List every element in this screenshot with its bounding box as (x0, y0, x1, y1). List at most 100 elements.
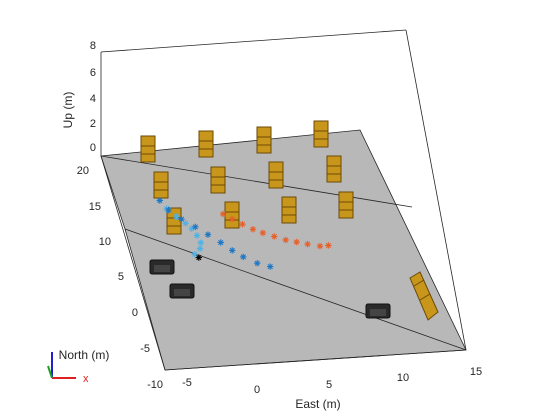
shelf-body (256, 126, 272, 154)
asterisk-stroke (254, 260, 260, 266)
trajectory-point (229, 247, 236, 254)
asterisk-stroke (178, 216, 185, 222)
shelf-unit (256, 126, 272, 154)
y-tick-label: 10 (99, 236, 111, 248)
shelf-unit (224, 201, 240, 229)
x-tick-label: -5 (182, 377, 192, 389)
shelf-unit-long (409, 271, 439, 321)
asterisk-stroke (229, 247, 235, 254)
y-tick-label: 5 (118, 271, 124, 283)
asterisk-stroke (325, 242, 332, 249)
trajectory-point (219, 210, 227, 218)
z-tick-label: 2 (90, 118, 96, 130)
pallet-group (149, 259, 391, 319)
y-tick-label: 0 (132, 307, 138, 319)
trajectory-point (228, 215, 236, 223)
y-axis-label: North (m) (59, 348, 110, 362)
y-axis-ticks: 20 15 10 5 0 -5 -10 (77, 165, 163, 391)
shelf-body (281, 196, 297, 224)
asterisk-stroke (157, 197, 163, 204)
trajectory-point (259, 229, 267, 237)
asterisk-stroke (317, 243, 323, 249)
trajectory-point (182, 220, 189, 227)
trajectory-point (156, 197, 164, 204)
trajectory-point (193, 232, 201, 239)
asterisk-stroke (196, 254, 202, 261)
trajectory-point (178, 215, 185, 223)
trajectory-point (204, 231, 212, 238)
shelf-tier (413, 279, 425, 287)
asterisk-stroke (239, 221, 246, 227)
ground-divider (124, 228, 467, 351)
pallet-top (154, 265, 170, 272)
z-tick-label: 0 (90, 142, 96, 154)
triad-y-axis (47, 365, 53, 379)
asterisk-stroke (198, 240, 204, 246)
z-axis-ticks: 8 6 4 2 0 (90, 40, 96, 154)
z-axis-label: Up (m) (61, 92, 75, 129)
z-tick-label: 6 (90, 67, 96, 79)
shelf-unit (198, 130, 214, 158)
trajectory-point (254, 260, 261, 267)
trajectory-point (304, 240, 311, 248)
trajectory-point (293, 238, 300, 246)
asterisk-stroke (205, 232, 211, 238)
asterisk-stroke (267, 264, 273, 270)
asterisk-stroke (173, 214, 179, 220)
shelf-unit (281, 196, 297, 224)
asterisk-stroke (197, 246, 203, 252)
shelf-unit (338, 191, 354, 219)
pallet-stacks (149, 259, 391, 319)
trajectory-point (266, 263, 274, 270)
asterisk-stroke (229, 216, 235, 222)
x-tick-label: 0 (254, 384, 260, 396)
y-tick-label: 15 (89, 201, 101, 213)
trajectory-point (195, 254, 202, 261)
box-edge (100, 29, 407, 53)
asterisk-stroke (165, 207, 172, 213)
shelf-unit (313, 120, 329, 148)
pallet-top (370, 309, 386, 316)
x-tick-label: 10 (397, 372, 409, 384)
asterisk-stroke (192, 224, 198, 230)
shelf-body (313, 120, 329, 148)
shelf-body (153, 171, 169, 199)
shelf-units (140, 120, 439, 321)
trajectory-point (240, 253, 247, 261)
shelf-body (224, 201, 240, 229)
trajectory-point (217, 239, 224, 246)
shelf-tier (419, 293, 431, 301)
shelf-body (338, 191, 354, 219)
asterisk-stroke (260, 230, 266, 236)
shelf-body (210, 166, 226, 194)
box-edge (405, 29, 467, 351)
shelf-unit (210, 166, 226, 194)
asterisk-stroke (271, 233, 277, 240)
shelf-unit (268, 161, 284, 189)
axes-box (100, 29, 467, 371)
shelf-body (268, 161, 284, 189)
triad-x-label: x (83, 373, 89, 385)
x-axis-label: East (m) (295, 397, 340, 411)
asterisk-stroke (218, 239, 224, 246)
orientation-triad: x (47, 352, 89, 385)
trajectory-point (192, 223, 199, 231)
x-axis-ticks: -5 0 5 10 15 (182, 366, 482, 396)
y-tick-label: -5 (140, 343, 150, 355)
trajectory-point (316, 242, 324, 250)
asterisk-stroke (220, 211, 226, 217)
y-tick-label: -10 (147, 379, 163, 391)
asterisk-stroke (250, 226, 256, 232)
shelf-unit (153, 171, 169, 199)
asterisk-stroke (240, 254, 246, 260)
box-edge (100, 155, 166, 371)
pallet-top (174, 289, 190, 296)
ground-divider (100, 155, 413, 208)
shelf-unit (326, 155, 342, 183)
asterisk-stroke (283, 237, 289, 243)
shelf-unit (140, 135, 156, 163)
z-tick-label: 8 (90, 40, 96, 52)
shelf-body (140, 135, 156, 163)
box-edge (164, 349, 467, 371)
